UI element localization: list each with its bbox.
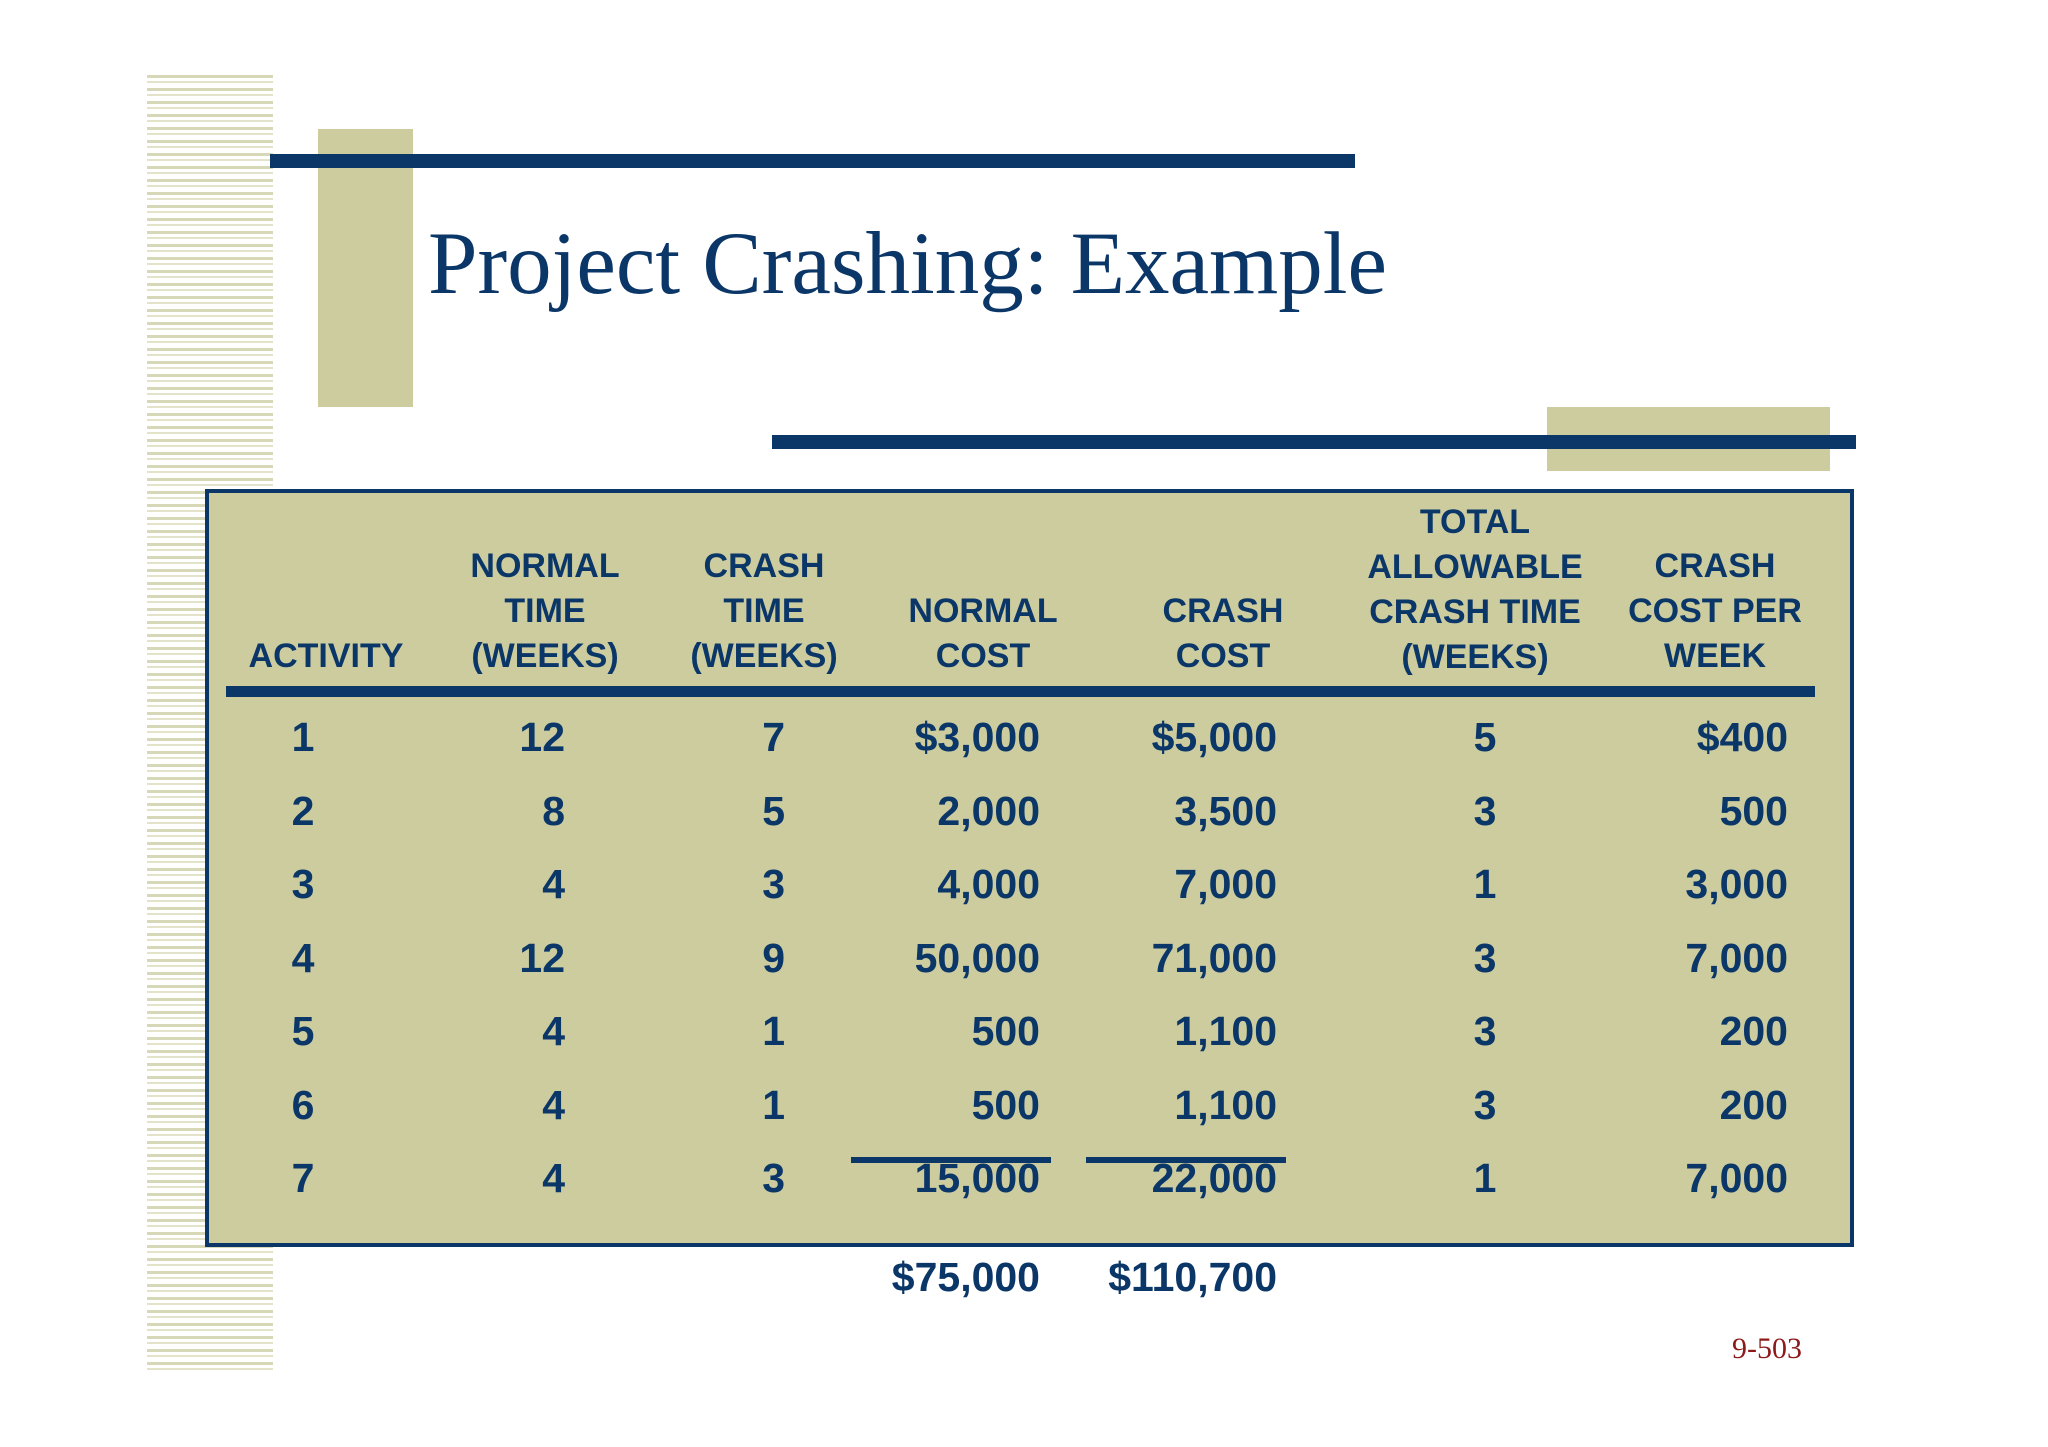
cell-normal-time: 4	[542, 1082, 565, 1128]
cell-crash-cost: $5,000	[1151, 714, 1277, 760]
middle-rule	[772, 435, 1856, 449]
slide-title: Project Crashing: Example	[428, 215, 1388, 313]
cell-normal-cost: 15,000	[914, 1155, 1040, 1201]
header-rule	[226, 686, 1815, 697]
cell-activity: 2	[291, 788, 315, 834]
cell-activity: 4	[291, 935, 315, 981]
cell-normal-cost: 500	[971, 1008, 1040, 1054]
cell-crash-cost: 3,500	[1174, 788, 1277, 834]
cell-allowable-crash-time: 3	[1473, 1008, 1497, 1054]
cell-allowable-crash-time: 3	[1473, 788, 1497, 834]
cell-crash-cost-per-week: 500	[1719, 788, 1788, 834]
header-crash-time: CRASH TIME (WEEKS)	[690, 547, 838, 675]
cell-crash-cost: 71,000	[1151, 935, 1277, 981]
cell-crash-time: 5	[762, 788, 785, 834]
cell-crash-cost: 7,000	[1174, 861, 1277, 907]
cell-crash-cost: 22,000	[1151, 1155, 1277, 1201]
cell-normal-time: 8	[542, 788, 565, 834]
cell-normal-cost: 4,000	[937, 861, 1040, 907]
header-normal-time: NORMAL TIME (WEEKS)	[470, 547, 620, 675]
cell-crash-time: 9	[762, 935, 785, 981]
cell-normal-time: 4	[542, 1008, 565, 1054]
cell-normal-cost: 2,000	[937, 788, 1040, 834]
normal-cost-sum-rule	[851, 1157, 1051, 1163]
cell-crash-cost-per-week: 200	[1719, 1082, 1788, 1128]
cell-crash-time: 3	[762, 1155, 785, 1201]
cell-allowable-crash-time: 3	[1473, 1082, 1497, 1128]
crashing-table-panel	[205, 489, 1854, 1247]
cell-normal-time: 12	[519, 935, 565, 981]
cell-normal-time: 4	[542, 861, 565, 907]
cell-activity: 7	[291, 1155, 315, 1201]
cell-normal-time: 12	[519, 714, 565, 760]
cell-allowable-crash-time: 1	[1473, 1155, 1497, 1201]
header-normal-cost: NORMAL COST	[908, 592, 1058, 675]
cell-normal-time: 4	[542, 1155, 565, 1201]
cell-crash-cost-per-week: 3,000	[1685, 861, 1788, 907]
cell-crash-cost-per-week: $400	[1696, 714, 1788, 760]
cell-activity: 1	[291, 714, 315, 760]
cell-activity: 6	[291, 1082, 315, 1128]
header-crash-cost-per-week: CRASH COST PER WEEK	[1628, 547, 1802, 675]
cell-normal-cost: 500	[971, 1082, 1040, 1128]
cell-allowable-crash-time: 5	[1473, 714, 1497, 760]
total-normal-cost: $75,000	[891, 1254, 1040, 1300]
cell-activity: 3	[291, 861, 315, 907]
cell-crash-cost-per-week: 7,000	[1685, 1155, 1788, 1201]
cell-normal-cost: $3,000	[914, 714, 1040, 760]
cell-activity: 5	[291, 1008, 315, 1054]
cell-crash-cost: 1,100	[1174, 1082, 1277, 1128]
cell-crash-time: 1	[762, 1008, 785, 1054]
cell-crash-cost-per-week: 7,000	[1685, 935, 1788, 981]
header-total-allowable-crash-time: TOTAL ALLOWABLE CRASH TIME (WEEKS)	[1367, 503, 1583, 676]
page-number: 9-503	[1732, 1332, 1802, 1365]
cell-normal-cost: 50,000	[914, 935, 1040, 981]
cell-allowable-crash-time: 3	[1473, 935, 1497, 981]
title-accent-block	[318, 129, 413, 407]
cell-crash-time: 1	[762, 1082, 785, 1128]
cell-crash-time: 3	[762, 861, 785, 907]
cell-allowable-crash-time: 1	[1473, 861, 1497, 907]
cell-crash-time: 7	[762, 714, 785, 760]
cell-crash-cost: 1,100	[1174, 1008, 1277, 1054]
header-crash-cost: CRASH COST	[1162, 592, 1284, 675]
cell-crash-cost-per-week: 200	[1719, 1008, 1788, 1054]
header-activity: ACTIVITY	[248, 637, 404, 675]
crash-cost-sum-rule	[1086, 1157, 1286, 1163]
top-rule	[270, 154, 1355, 168]
total-crash-cost: $110,700	[1108, 1254, 1277, 1300]
